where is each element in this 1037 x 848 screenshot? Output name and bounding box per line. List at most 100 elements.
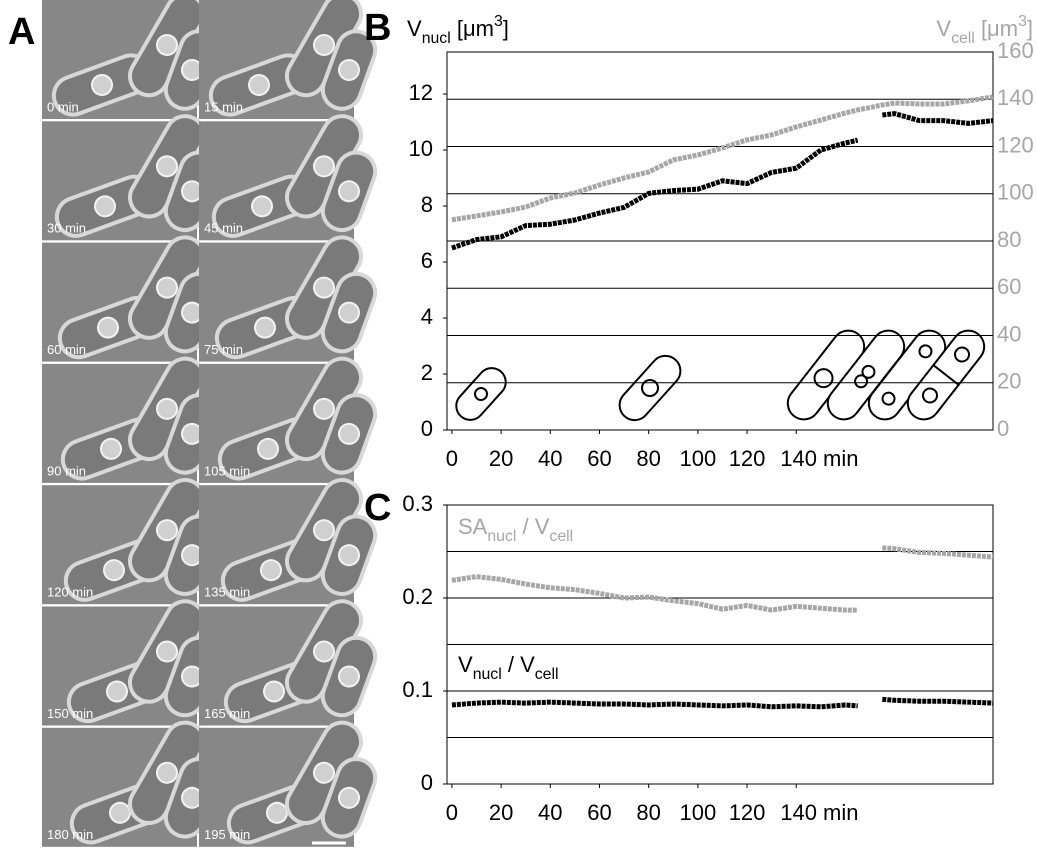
time-label: 45 min (204, 221, 243, 236)
micrograph: 75 min (199, 235, 378, 362)
micrograph: 165 min (199, 599, 378, 726)
time-label: 135 min (204, 585, 250, 600)
cell (320, 514, 378, 596)
micrograph: 120 min (42, 478, 221, 605)
nucleus (338, 665, 360, 688)
data-line (451, 94, 994, 223)
label-part: / V (516, 514, 549, 539)
y2-tick-label: 100 (997, 180, 1034, 205)
micrograph: 90 min (42, 356, 221, 483)
label-part: nucl (473, 666, 502, 683)
cell (320, 635, 378, 718)
time-label: 15 min (204, 99, 243, 114)
nucleus (254, 316, 276, 339)
micrograph: 60 min (42, 235, 221, 362)
label-part: 3 (494, 13, 503, 30)
nucleus (156, 761, 178, 784)
label-part: [μm (975, 16, 1018, 41)
micrograph: 180 min (42, 720, 221, 847)
y2-tick-label: 0 (997, 416, 1009, 441)
label-part: cell (535, 666, 559, 683)
nucleus (313, 397, 335, 420)
time-label: 75 min (204, 342, 243, 357)
y-tick-label: 0.3 (402, 491, 433, 516)
y-tick-label: 2 (421, 360, 433, 385)
time-label: 180 min (47, 827, 93, 842)
label-part: nucl (422, 30, 451, 47)
time-label: 60 min (47, 342, 86, 357)
nucleus (100, 437, 122, 460)
x-tick-label: 140 min (780, 800, 858, 825)
cell (285, 356, 363, 462)
y2-tick-label: 60 (997, 274, 1021, 299)
label-part: SA (458, 514, 488, 539)
micrograph: 45 min (199, 114, 378, 241)
x-tick-label: 100 (680, 800, 717, 825)
nucleus (97, 316, 119, 339)
nucleus (156, 155, 178, 178)
time-label: 0 min (47, 99, 79, 114)
y2-tick-label: 120 (997, 132, 1034, 157)
y2-tick-label: 20 (997, 369, 1021, 394)
micrograph: 30 min (42, 114, 221, 241)
time-label: 165 min (204, 706, 250, 721)
rich-label: SAnucl / Vcell (458, 514, 573, 545)
micrograph: 195 min (199, 720, 378, 847)
y2-tick-label: 80 (997, 227, 1021, 252)
nucleus (313, 761, 335, 784)
cell (320, 757, 378, 839)
rich-label: Vnucl / Vcell (458, 652, 559, 683)
nucleus (106, 680, 128, 703)
micrograph: 135 min (199, 478, 378, 605)
nucleus (313, 276, 335, 299)
nucleus (338, 301, 360, 324)
nucleus (156, 397, 178, 420)
y-tick-label: 6 (421, 248, 433, 273)
nucleus (338, 422, 360, 445)
nucleus (260, 559, 282, 582)
nucleus (103, 559, 125, 582)
label-part: ] (1027, 16, 1033, 41)
time-label: 150 min (47, 706, 93, 721)
time-label: 120 min (47, 585, 93, 600)
nucleus (338, 544, 360, 567)
micrograph: 0 min (42, 0, 221, 119)
micrograph-grid: 0 min 15 min 30 min 45 min 60 min 75 min 90 mi… (42, 0, 378, 847)
data-line (451, 111, 994, 251)
nucleus (313, 155, 335, 178)
cell (128, 235, 206, 340)
micrograph: 150 min (42, 599, 221, 726)
y-tick-label: 0.1 (402, 677, 433, 702)
cell (285, 720, 363, 825)
nucleus (257, 437, 279, 460)
time-label: 90 min (47, 463, 86, 478)
micrograph: 15 min (199, 0, 378, 119)
nucleus (338, 59, 360, 81)
y2-tick-label: 160 (997, 38, 1034, 63)
x-tick-label: 120 (729, 800, 766, 825)
x-tick-label: 0 (446, 446, 458, 471)
cell (320, 393, 378, 475)
x-tick-label: 80 (636, 800, 660, 825)
cell-icon (455, 367, 507, 421)
x-tick-label: 0 (446, 800, 458, 825)
label-part: V (936, 16, 951, 41)
nucleus (263, 680, 285, 703)
label-part: V (407, 16, 422, 41)
x-tick-label: 20 (489, 800, 513, 825)
label-part: / V (502, 652, 535, 677)
x-tick-label: 100 (680, 446, 717, 471)
label-part: nucl (487, 528, 516, 545)
x-tick-label: 40 (538, 800, 562, 825)
x-tick-label: 140 min (780, 446, 858, 471)
cell-icon (618, 354, 682, 422)
cell-icon (906, 329, 986, 421)
nucleus (313, 34, 335, 56)
y-tick-label: 0 (421, 416, 433, 441)
cell-schematics (455, 329, 986, 422)
label-part: ] (503, 16, 509, 41)
nucleus (156, 34, 178, 56)
rich-label: Vcell [μm3] (936, 13, 1033, 47)
nucleus (156, 276, 178, 299)
nucleus (338, 180, 360, 203)
